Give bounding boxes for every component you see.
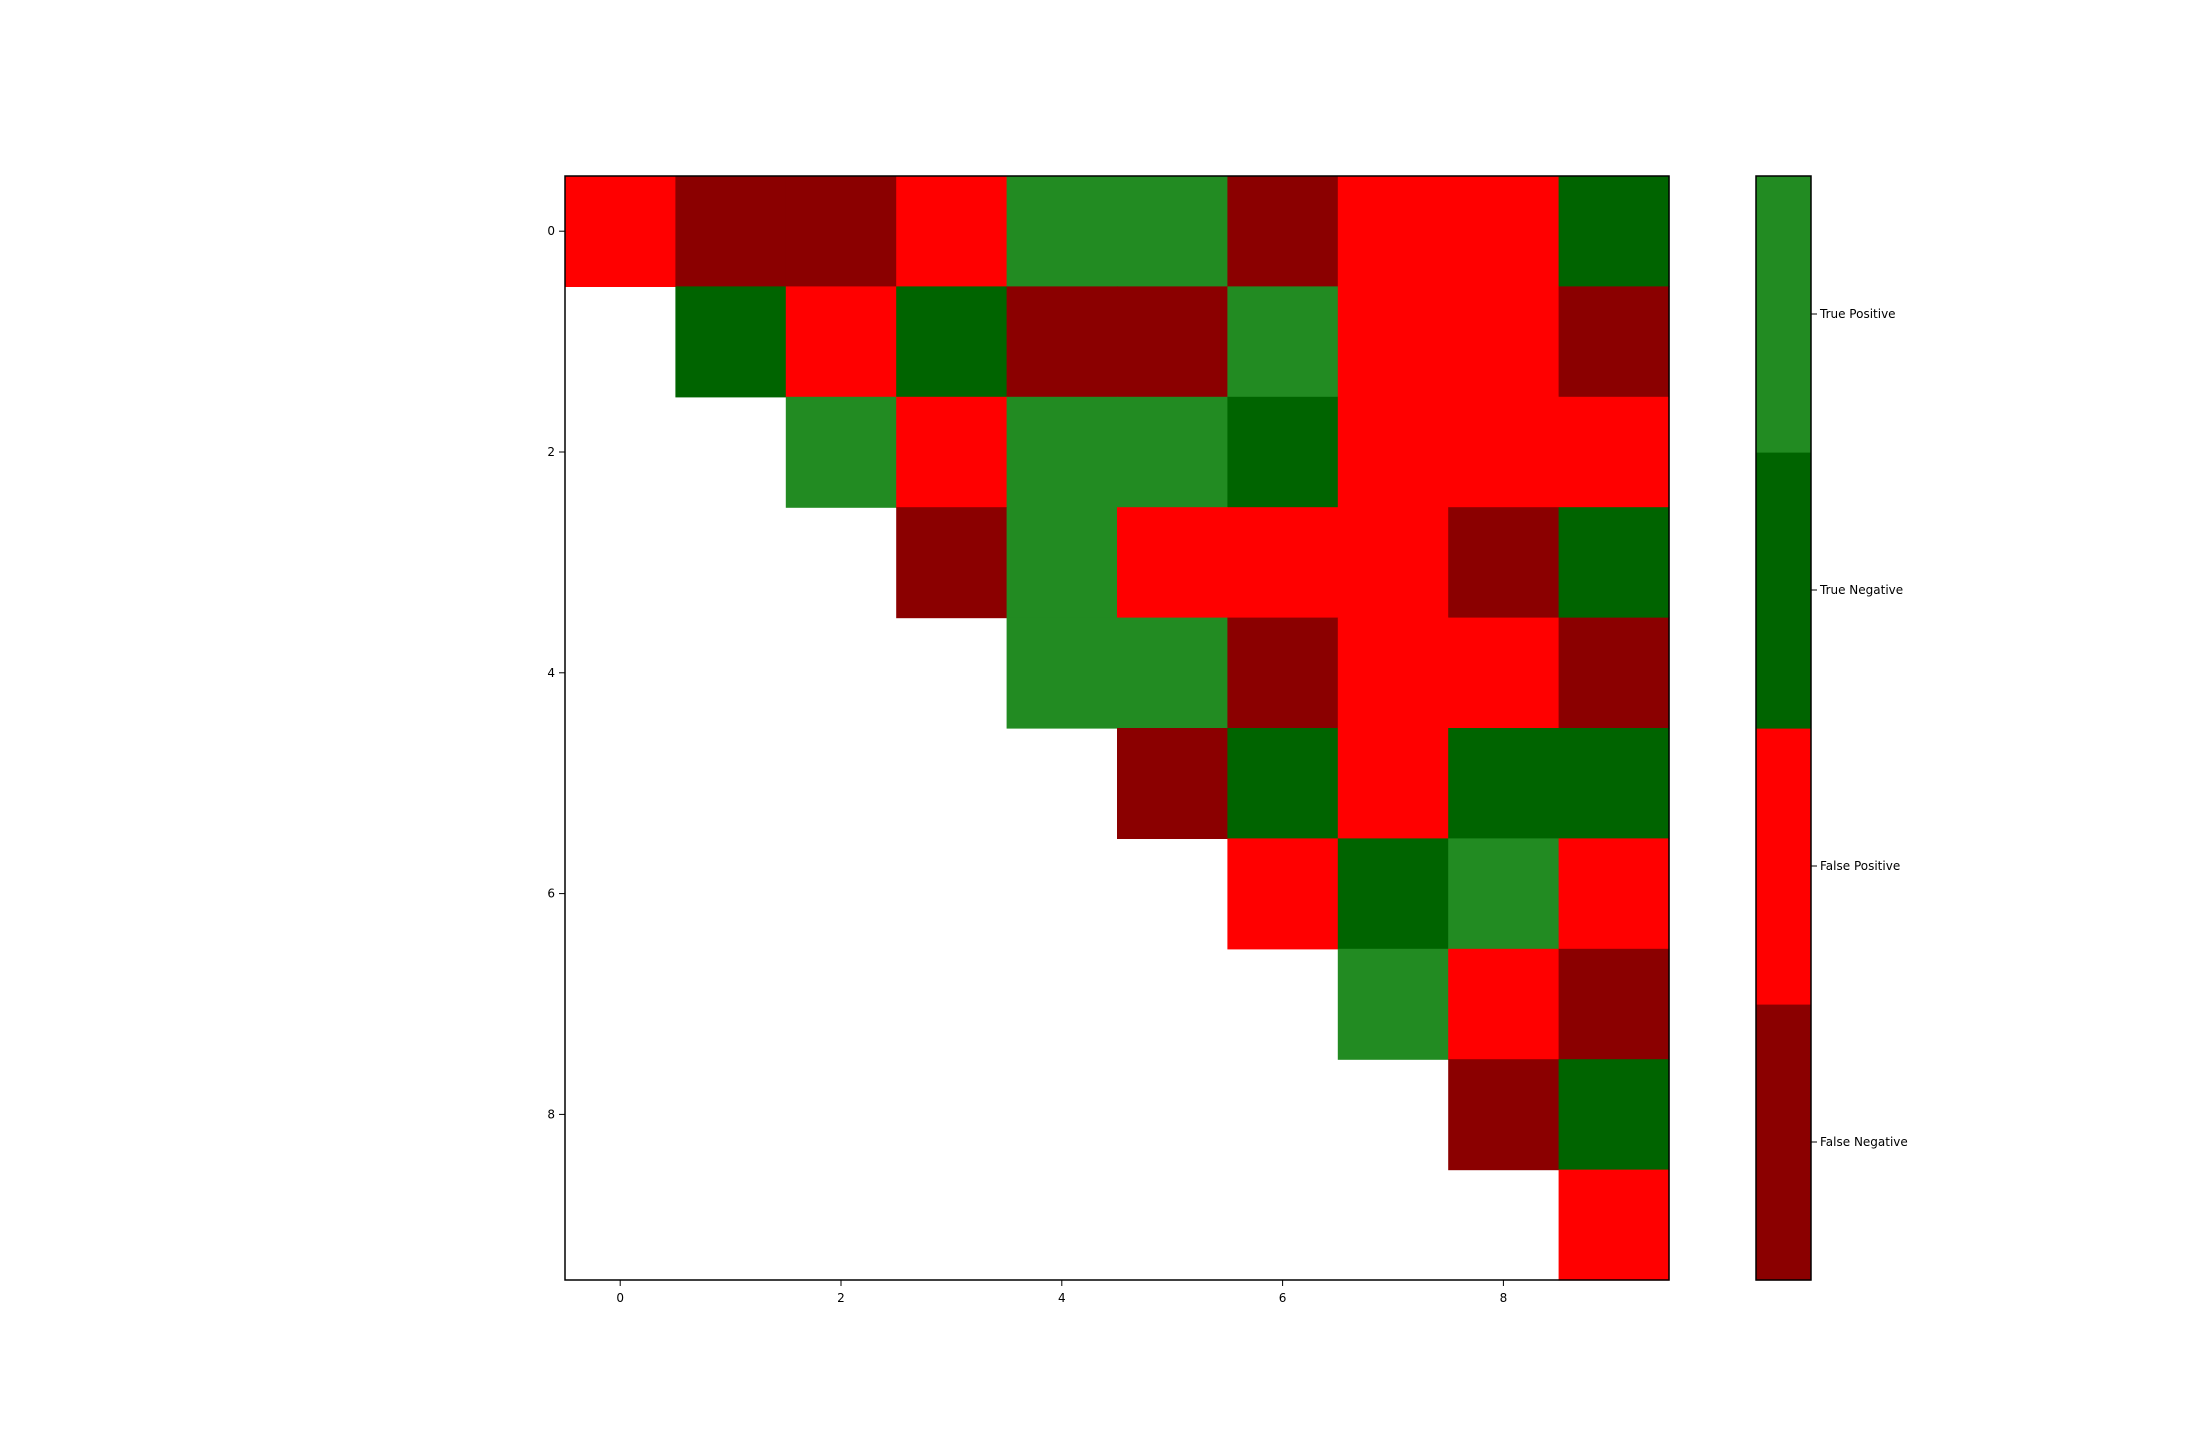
colorbar-label-false-positive: False Positive — [1820, 859, 1900, 873]
heatmap-cell-r1-c3 — [896, 286, 1008, 398]
heatmap-cell-r9-c9 — [1558, 1169, 1670, 1281]
colorbar-label-false-negative: False Negative — [1820, 1135, 1908, 1149]
y-tick-label-6: 6 — [547, 887, 555, 901]
heatmap-cell-r6-c9 — [1558, 838, 1670, 950]
y-tick-label-2: 2 — [547, 445, 555, 459]
y-axis-ticks: 0 2 4 6 8 — [547, 224, 565, 1121]
heatmap-cell-r1-c7 — [1337, 286, 1449, 398]
heatmap-cell-r4-c6 — [1227, 617, 1339, 729]
heatmap-cell-r7-c8 — [1448, 948, 1560, 1060]
heatmap-cell-r1-c9 — [1558, 286, 1670, 398]
heatmap-cell-r0-c2 — [785, 176, 897, 287]
heatmap-cell-r3-c8 — [1448, 507, 1560, 619]
heatmap-cell-r0-c8 — [1448, 176, 1560, 287]
heatmap-cell-r1-c1 — [675, 286, 787, 398]
colorbar-segment-true-positive — [1756, 176, 1811, 453]
heatmap-cell-r0-c9 — [1558, 176, 1670, 287]
colorbar: False Negative False Positive True Negativ… — [1755, 175, 1908, 1281]
heatmap-cell-r4-c7 — [1337, 617, 1449, 729]
heatmap-cell-r3-c7 — [1337, 507, 1449, 619]
heatmap-cell-r0-c5 — [1117, 176, 1228, 287]
heatmap-cell-r3-c3 — [896, 507, 1008, 619]
x-tick-label-4: 4 — [1058, 1291, 1066, 1305]
heatmap-cell-r1-c5 — [1117, 286, 1228, 398]
heatmap-cell-r5-c5 — [1117, 728, 1228, 839]
heatmap-cell-r2-c4 — [1006, 396, 1118, 508]
heatmap-cell-r7-c9 — [1558, 948, 1670, 1060]
colorbar-frame — [1755, 175, 1812, 1281]
heatmap-cell-r2-c8 — [1448, 396, 1560, 508]
colorbar-segment-true-negative — [1756, 452, 1811, 729]
heatmap-cell-r5-c7 — [1337, 728, 1449, 839]
heatmap-cell-r5-c9 — [1558, 728, 1670, 839]
heatmap-cell-r6-c6 — [1227, 838, 1339, 950]
plot-frame — [564, 175, 1670, 1281]
heatmap-cell-r5-c8 — [1448, 728, 1560, 839]
heatmap-cell-r4-c5 — [1117, 617, 1228, 729]
heatmap-cell-r1-c6 — [1227, 286, 1339, 398]
heatmap-cell-r2-c6 — [1227, 396, 1339, 508]
x-tick-label-2: 2 — [837, 1291, 845, 1305]
heatmap-cell-r2-c7 — [1337, 396, 1449, 508]
heatmap-cell-r3-c6 — [1227, 507, 1339, 619]
heatmap-cell-r0-c1 — [675, 176, 787, 287]
colorbar-label-true-positive: True Positive — [1819, 307, 1896, 321]
heatmap-cell-r0-c0 — [565, 176, 676, 287]
x-axis-ticks: 0 2 4 6 8 — [616, 1280, 1507, 1305]
heatmap-cell-r3-c5 — [1117, 507, 1228, 619]
y-tick-label-0: 0 — [547, 224, 555, 238]
heatmap-cell-r1-c8 — [1448, 286, 1560, 398]
heatmap-cell-r0-c7 — [1337, 176, 1449, 287]
heatmap-cell-r7-c7 — [1337, 948, 1449, 1060]
colorbar-label-true-negative: True Negative — [1819, 583, 1903, 597]
colorbar-segment-false-negative — [1756, 1004, 1811, 1281]
y-tick-label-8: 8 — [547, 1107, 555, 1121]
heatmap-cell-r2-c5 — [1117, 396, 1228, 508]
heatmap-cell-r6-c7 — [1337, 838, 1449, 950]
heatmap-cell-r8-c9 — [1558, 1059, 1670, 1171]
heatmap-cell-r4-c9 — [1558, 617, 1670, 729]
heatmap-cell-r8-c8 — [1448, 1059, 1560, 1171]
heatmap-cell-r4-c4 — [1006, 617, 1118, 729]
heatmap-cell-r3-c4 — [1006, 507, 1118, 619]
x-tick-label-8: 8 — [1500, 1291, 1508, 1305]
heatmap-cell-r1-c4 — [1006, 286, 1118, 398]
heatmap-cell-r6-c8 — [1448, 838, 1560, 950]
colorbar-segment-false-positive — [1756, 728, 1811, 1005]
heatmap-cell-r5-c6 — [1227, 728, 1339, 839]
heatmap-cell-r0-c4 — [1006, 176, 1118, 287]
heatmap-cell-r0-c6 — [1227, 176, 1339, 287]
x-tick-label-0: 0 — [616, 1291, 624, 1305]
heatmap-cell-r2-c9 — [1558, 396, 1670, 508]
heatmap-cell-r2-c2 — [785, 396, 897, 508]
heatmap-cell-r2-c3 — [896, 396, 1008, 508]
heatmap-cell-r0-c3 — [896, 176, 1008, 287]
heatmap-cell-r3-c9 — [1558, 507, 1670, 619]
heatmap-cell-r1-c2 — [785, 286, 897, 398]
x-tick-label-6: 6 — [1279, 1291, 1287, 1305]
heatmap-cell-r4-c8 — [1448, 617, 1560, 729]
heatmap-cells — [565, 176, 1670, 1281]
y-tick-label-4: 4 — [547, 666, 555, 680]
